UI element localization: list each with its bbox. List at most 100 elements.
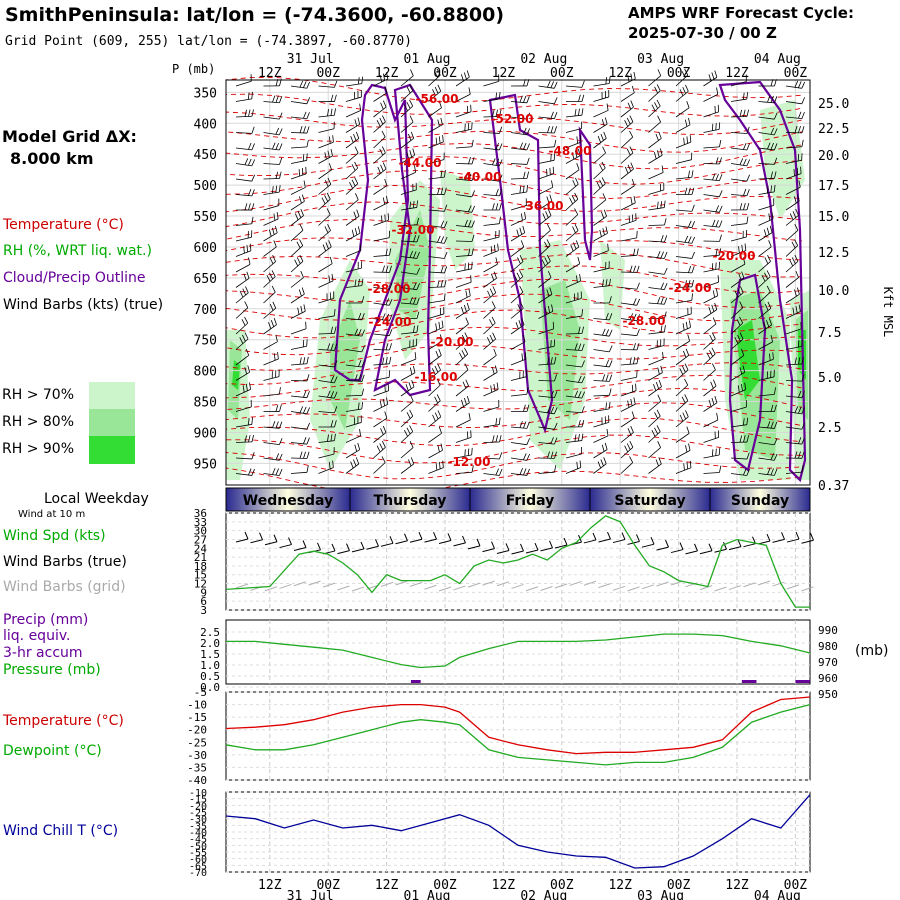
true-wind-barb-flag [520,543,524,552]
wind-barb-flag [801,339,803,347]
wind-barb-staff [345,364,362,368]
wind-barb-flag [468,220,472,227]
wind-speed-tick-label: 33 [194,516,207,529]
kft-tick-label: 15.0 [818,210,849,225]
wind-barb-flag [761,274,766,282]
wind-barb-flag [739,109,743,117]
wind-barb-flag [578,434,580,442]
wind-barb-flag [522,127,527,135]
wind-barb-staff [648,463,662,474]
wind-barb-staff [455,471,472,474]
wind-barb-flag [554,126,557,134]
wind-barb-staff [263,291,276,304]
wind-barb-flag [354,119,358,127]
wind-barb-flag [495,257,498,265]
wind-barb-flag [386,71,389,80]
weekday-label: Wednesday [243,493,333,509]
bottom-time-tick-label: 12Z [725,878,749,893]
wind-barb-staff [620,106,634,118]
wind-barb-staff [620,417,635,428]
wind-barb-staff [318,298,334,304]
wind-barb-flag [498,417,501,425]
grid-wind-barb [743,582,756,588]
wind-barb-flag [272,421,276,428]
wind-barb-flag [715,173,719,181]
wind-barb-flag [549,287,553,295]
wind-barb-staff [483,81,499,87]
wind-barb-flag [466,70,470,78]
true-wind-barb-flag [737,539,742,547]
wind-barb-flag [351,229,355,237]
wind-barb-flag [766,320,770,328]
wind-barb-flag [685,445,688,453]
wind-barb-staff [400,240,417,243]
wind-barb-flag [627,428,632,435]
wind-barb-flag [272,186,274,194]
wind-barb-flag [302,154,305,162]
wind-barb-flag [546,289,550,297]
wind-barb-staff [483,322,496,335]
weekday-label: Friday [506,493,555,509]
wind-barb-flag [272,142,276,150]
wind-barb-flag [682,86,686,94]
rh90-label: RH > 90% [2,441,75,457]
wind-barb-flag [579,135,582,143]
wind-barb-staff [648,415,661,428]
wind-barb-flag [331,273,334,281]
wind-barb-staff [620,92,635,102]
wind-barb-flag [490,273,495,281]
temperature-contour [225,252,803,278]
wind-barb-flag [716,87,719,95]
wind-barb-flag [658,379,662,387]
wind-barb-flag [581,309,584,317]
wind-barb-staff [373,92,388,102]
wind-barb-flag [574,390,579,398]
wind-barb-flag [328,275,331,283]
temperature-contour [225,309,803,339]
wind-barb-staff [483,389,499,397]
wind-barb-staff [675,369,689,381]
forecast-cycle-value: 2025-07-30 / 00 Z [628,24,777,42]
wind-barb-flag [438,101,442,108]
wind-barb-flag [306,437,310,445]
true-wind-barb-flag [476,538,481,547]
wind-barb-staff [455,454,472,459]
wind-barb-staff [565,246,580,257]
wind-barb-staff [235,322,248,335]
wind-barb-flag [299,406,304,413]
true-wind-barb-flag [549,540,553,549]
wind-barb-flag [389,265,392,273]
wind-barb-flag [743,142,747,150]
wind-barb-flag [271,285,276,293]
wind-barb-flag [243,273,247,281]
wind-barb-staff [483,194,500,197]
wind-barb-staff [345,395,363,397]
wind-speed-line [225,515,810,608]
wind-barb-staff [785,230,799,242]
wind-barb-flag [719,157,722,165]
wind-barb-flag [269,257,274,265]
wind-barb-flag [499,143,503,151]
wind-barb-staff [455,111,472,118]
wind-barb-staff [263,324,277,335]
wind-barb-flag [605,329,610,336]
wind-barb-staff [730,178,747,182]
wind-barb-flag [358,279,360,287]
wind-barb-staff [730,223,747,226]
wind-barb-staff [318,467,334,474]
wind-barb-staff [263,101,280,104]
wind-barb-flag [798,81,802,88]
wind-barb-flag [498,159,503,167]
wind-barb-flag [408,133,412,141]
wind-barb-staff [565,230,579,242]
kft-tick-label: 22.5 [818,122,849,137]
legend-rh: RH (%, WRT liq. wat.) [3,243,152,259]
wind-barb-flag [688,117,691,125]
wind-barb-flag [328,461,331,469]
wind-barb-flag [688,220,692,228]
wind-barb-flag [682,412,687,420]
wind-barb-flag [437,280,440,288]
wind-barb-flag [767,254,771,262]
wind-barb-flag [581,360,585,368]
wind-barb-staff [263,261,276,273]
